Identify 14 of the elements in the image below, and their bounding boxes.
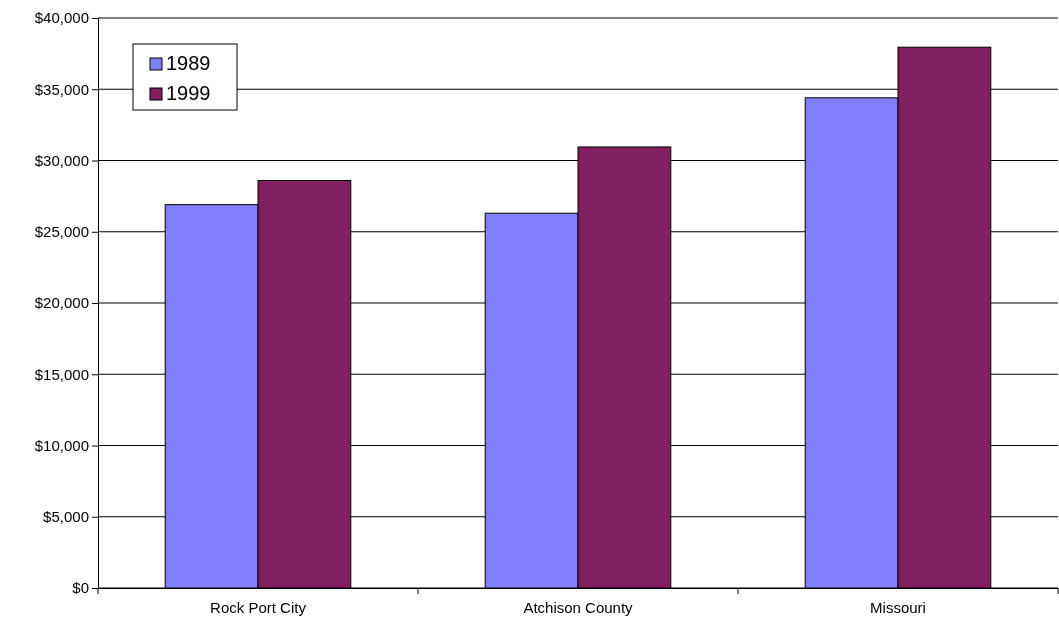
y-tick-label: $15,000 (34, 365, 89, 383)
y-tick-label: $0 (72, 579, 89, 597)
y-tick-label: $10,000 (34, 436, 89, 454)
y-tick-label: $35,000 (34, 80, 89, 98)
x-tick-label: Missouri (870, 598, 926, 616)
x-tick-label: Rock Port City (210, 598, 307, 616)
y-tick-label: $25,000 (34, 223, 89, 241)
y-tick-label: $40,000 (34, 9, 89, 27)
legend-label: 1989 (166, 52, 211, 74)
y-tick-label: $20,000 (34, 294, 89, 312)
legend-label: 1999 (166, 82, 211, 104)
x-tick-label: Atchison County (523, 598, 634, 616)
y-tick-label: $5,000 (43, 508, 89, 526)
y-tick-label: $30,000 (34, 151, 89, 169)
